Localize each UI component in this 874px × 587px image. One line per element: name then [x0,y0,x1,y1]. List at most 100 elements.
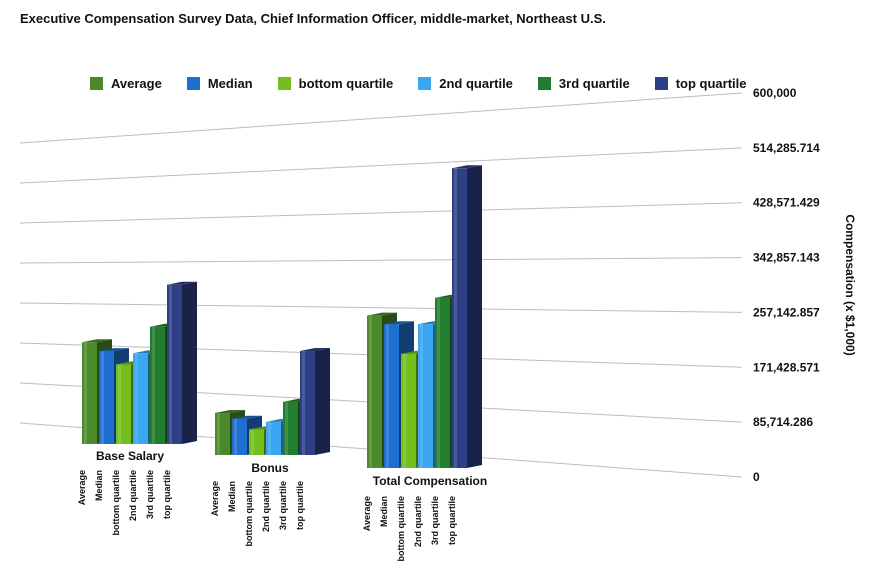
legend-swatch [90,77,103,90]
legend-item: bottom quartile [277,76,394,91]
bar [99,351,114,444]
bar-label: Median [379,496,389,527]
bar-top [82,339,112,343]
bar-top [99,348,129,352]
bar-highlight [217,412,220,455]
gridline [19,147,743,184]
bar-highlight [369,315,372,468]
bar-group [215,348,330,455]
legend-label: Median [207,76,253,91]
bar-label: bottom quartile [396,496,406,562]
legend-swatch [654,77,668,90]
bar-top [367,312,397,316]
legend-label: Average [111,76,162,91]
legend-swatch [418,77,432,90]
legend-label: 2nd quartile [439,76,513,91]
bar [283,401,298,455]
bar-label: top quartile [162,470,172,519]
legend-swatch [277,77,291,90]
legend-swatch [186,77,200,90]
legend-item: Average [90,76,162,91]
legend-item: 2nd quartile [418,76,513,91]
bar-label: top quartile [447,496,457,545]
bar-highlight [285,401,288,455]
bar-highlight [118,364,121,444]
bar [401,353,416,468]
bar-highlight [302,351,305,455]
gridline [19,257,743,264]
legend-item: Median [186,76,253,91]
bar-label: 2nd quartile [128,470,138,521]
bar-highlight [101,351,104,444]
category-label: Bonus [251,461,289,475]
bar-side [315,348,330,455]
bar-label: 3rd quartile [145,470,155,519]
bar [300,351,315,455]
bar-label: bottom quartile [111,470,121,536]
bar-highlight [454,168,457,468]
legend-label: top quartile [675,76,747,91]
chart-title: Executive Compensation Survey Data, Chie… [20,11,606,26]
bar-label: 2nd quartile [261,481,271,532]
bar-highlight [386,324,389,468]
bar-top [215,409,245,413]
bar [133,353,148,444]
bar-label: 2nd quartile [413,496,423,547]
bar [150,326,165,444]
legend-label: 3rd quartile [558,76,630,91]
bar-label: Median [227,481,237,512]
y-axis-ticks: 0 85,714.286 171,428.571 257,142.857 342,857… [753,86,820,484]
bar-label: 3rd quartile [278,481,288,530]
y-tick-label: 0 [753,470,760,484]
bar [215,412,230,455]
legend-item: 3rd quartile [537,76,630,91]
bar-label: 3rd quartile [430,496,440,545]
bar [384,324,399,468]
bar-highlight [403,353,406,468]
bar [232,418,247,455]
y-tick-label: 514,285.714 [753,141,820,155]
bar-group [367,165,482,468]
bar-highlight [437,297,440,468]
bar-highlight [135,353,138,444]
bar-highlight [169,284,172,444]
bar-highlight [251,429,254,455]
gridline [19,302,743,313]
legend-label: bottom quartile [298,76,394,91]
bar [452,168,467,468]
y-axis-title: Compensation (x $1,000) [843,214,857,355]
bar [167,284,182,444]
y-tick-label: 171,428.571 [753,360,820,374]
bar-top [384,321,414,325]
bar-top [452,165,482,169]
bar-side [467,165,482,468]
bar [249,429,264,455]
bar [266,421,281,455]
bar-top [300,348,330,352]
bar [418,324,433,468]
y-tick-label: 85,714.286 [753,415,813,429]
legend-item: top quartile [654,76,747,91]
bar [116,364,131,444]
bar [82,342,97,444]
y-tick-label: 600,000 [753,86,797,100]
gridline [19,202,743,224]
bar-label: bottom quartile [244,481,254,547]
y-tick-label: 342,857.143 [753,251,820,265]
y-tick-label: 428,571.429 [753,196,820,210]
bar-highlight [268,421,271,455]
y-tick-label: 257,142.857 [753,305,820,319]
bar-label: Average [210,481,220,516]
bars [82,165,482,468]
category-label: Base Salary [96,449,164,463]
category-label: Total Compensation [373,474,487,488]
bar-highlight [84,342,87,444]
bar-side [182,281,197,444]
bar-highlight [234,418,237,455]
bar-label: top quartile [295,481,305,530]
bar-label: Median [94,470,104,501]
bar-highlight [152,326,155,444]
bar-label: Average [362,496,372,531]
